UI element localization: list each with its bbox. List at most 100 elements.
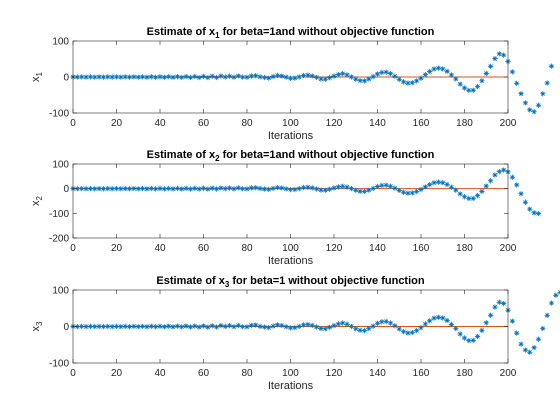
subplot-1: Estimate of x1 for beta=1and without obj… bbox=[30, 26, 555, 142]
data-point bbox=[422, 184, 428, 190]
data-point bbox=[370, 185, 376, 191]
data-point bbox=[514, 330, 520, 336]
data-point bbox=[470, 87, 476, 93]
data-point bbox=[153, 186, 159, 192]
data-point bbox=[74, 186, 80, 192]
data-point bbox=[296, 323, 302, 330]
x-tick-label: 180 bbox=[456, 118, 473, 129]
x-tick-label: 60 bbox=[198, 368, 210, 379]
data-point bbox=[527, 206, 533, 212]
y-tick-label: -200 bbox=[49, 234, 69, 245]
data-point bbox=[522, 347, 528, 353]
y-axis-label: x2 bbox=[30, 195, 44, 206]
data-point bbox=[479, 78, 485, 84]
data-point bbox=[257, 323, 263, 329]
data-point bbox=[448, 72, 455, 78]
data-point bbox=[92, 74, 98, 80]
data-point bbox=[418, 75, 424, 81]
y-axis-label-subscript: 1 bbox=[35, 71, 44, 76]
data-point bbox=[257, 185, 263, 192]
data-point bbox=[122, 185, 128, 192]
data-point bbox=[126, 186, 133, 192]
data-point bbox=[222, 186, 228, 192]
data-point bbox=[327, 324, 333, 330]
data-point bbox=[427, 68, 433, 75]
data-point bbox=[501, 52, 507, 58]
data-point bbox=[174, 323, 180, 329]
data-point bbox=[492, 172, 498, 178]
data-point bbox=[496, 51, 502, 57]
data-point bbox=[109, 186, 115, 192]
data-point bbox=[483, 320, 489, 326]
data-point bbox=[483, 70, 489, 77]
data-point bbox=[231, 324, 237, 330]
data-point bbox=[353, 76, 359, 82]
data-point bbox=[414, 78, 420, 84]
data-point bbox=[409, 80, 415, 86]
data-point bbox=[183, 73, 189, 80]
x-tick-label: 80 bbox=[241, 368, 253, 379]
chart-title-subscript: 3 bbox=[225, 280, 230, 289]
data-point bbox=[518, 341, 524, 347]
data-point bbox=[274, 322, 281, 328]
data-point bbox=[461, 194, 468, 200]
data-point bbox=[340, 71, 346, 77]
data-point bbox=[348, 323, 354, 330]
data-point bbox=[444, 317, 450, 324]
data-point bbox=[96, 185, 102, 192]
data-point bbox=[405, 190, 411, 196]
data-point bbox=[383, 69, 389, 75]
data-point bbox=[292, 75, 298, 81]
data-point bbox=[261, 186, 267, 192]
data-point bbox=[74, 74, 80, 80]
data-point bbox=[279, 73, 285, 79]
x-tick-label: 20 bbox=[111, 118, 123, 129]
x-axis-label: Iterations bbox=[268, 130, 314, 142]
data-point bbox=[483, 183, 489, 189]
data-point bbox=[357, 188, 363, 194]
data-point bbox=[144, 186, 150, 192]
data-point bbox=[544, 80, 550, 86]
data-point bbox=[514, 182, 520, 188]
data-point bbox=[227, 322, 233, 329]
data-point bbox=[331, 185, 337, 191]
data-point bbox=[322, 76, 328, 82]
data-point bbox=[344, 184, 350, 190]
data-point bbox=[287, 187, 294, 193]
data-point bbox=[153, 324, 159, 330]
data-point bbox=[266, 324, 272, 331]
data-point bbox=[474, 83, 481, 90]
data-point bbox=[383, 182, 389, 188]
data-point bbox=[322, 187, 328, 193]
data-point bbox=[422, 321, 428, 327]
data-point bbox=[387, 320, 394, 326]
data-point bbox=[353, 187, 359, 193]
data-point bbox=[270, 73, 276, 80]
y-tick-label: 100 bbox=[52, 37, 69, 48]
data-point bbox=[383, 318, 389, 325]
data-point bbox=[283, 74, 289, 80]
data-point bbox=[453, 187, 459, 193]
data-point bbox=[318, 76, 324, 82]
data-point bbox=[474, 333, 481, 340]
data-point bbox=[418, 186, 424, 193]
data-point bbox=[309, 73, 315, 79]
data-point bbox=[227, 185, 233, 191]
data-point bbox=[261, 324, 267, 330]
data-point bbox=[192, 73, 198, 80]
data-point bbox=[514, 80, 520, 86]
data-point bbox=[444, 68, 450, 74]
x-tick-label: 140 bbox=[369, 368, 386, 379]
data-point bbox=[170, 74, 176, 80]
data-point bbox=[157, 185, 163, 192]
data-point bbox=[344, 72, 350, 78]
data-point bbox=[209, 185, 215, 191]
data-point bbox=[179, 186, 185, 192]
data-point bbox=[335, 321, 341, 327]
x-tick-label: 40 bbox=[154, 243, 166, 254]
y-axis-label: x1 bbox=[30, 71, 44, 82]
data-point bbox=[448, 321, 455, 328]
data-point bbox=[109, 324, 115, 330]
data-point bbox=[122, 74, 128, 80]
data-point bbox=[496, 299, 502, 305]
